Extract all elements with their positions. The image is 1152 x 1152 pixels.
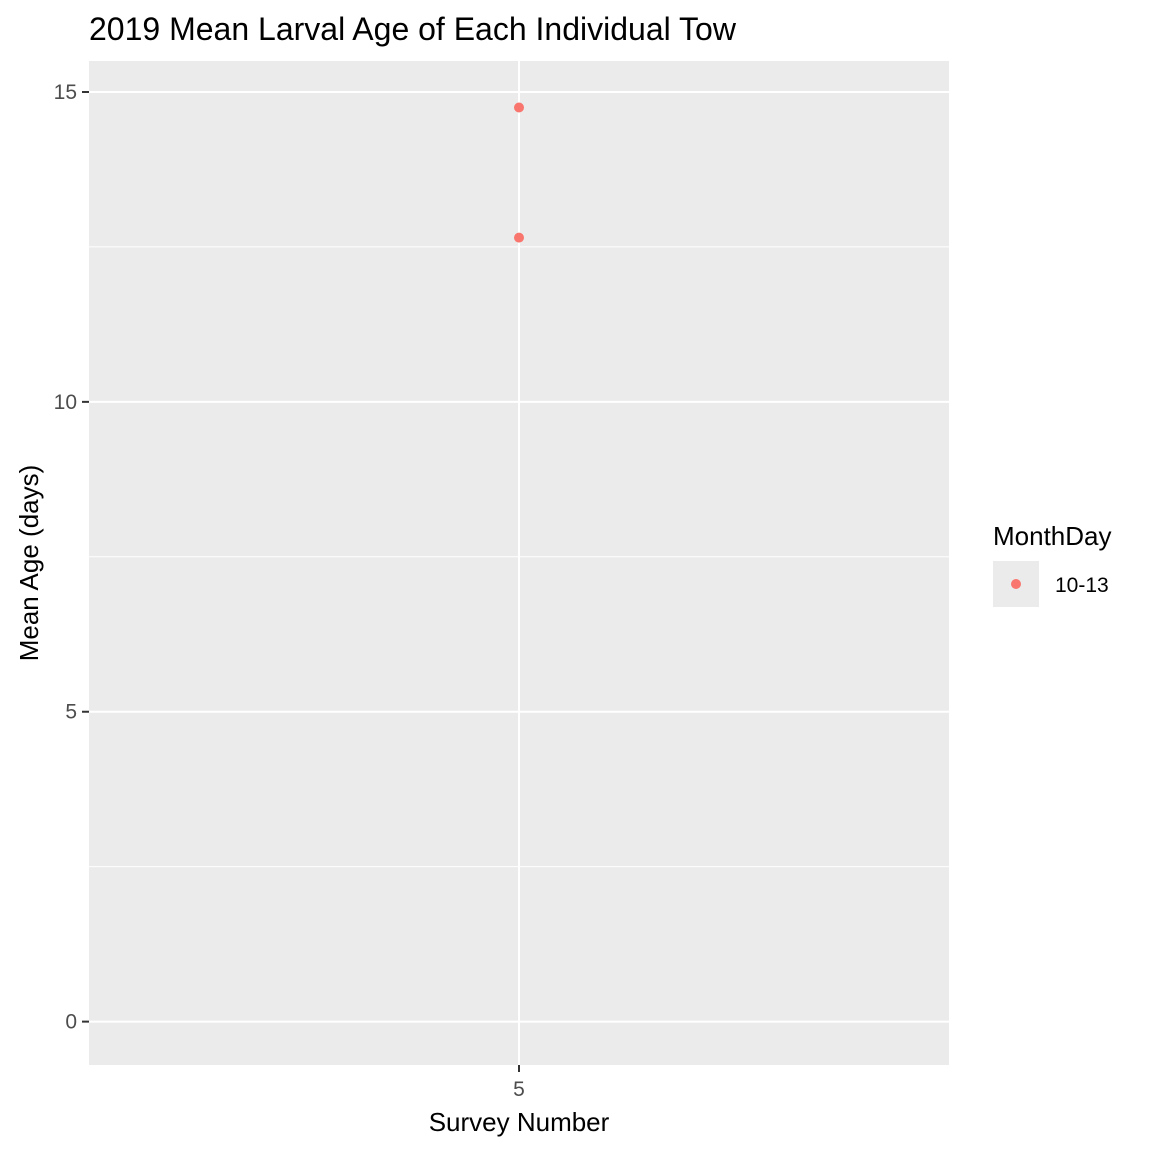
legend-title: MonthDay bbox=[993, 521, 1112, 551]
y-tick-label: 5 bbox=[65, 701, 77, 724]
legend-entries: 10-13 bbox=[993, 561, 1109, 607]
x-axis: 5 bbox=[513, 1065, 525, 1101]
y-tick-label: 10 bbox=[54, 391, 77, 414]
data-point bbox=[514, 102, 524, 113]
y-tick-label: 15 bbox=[54, 81, 77, 104]
x-axis-title: Survey Number bbox=[429, 1107, 610, 1137]
y-tick-label: 0 bbox=[65, 1011, 77, 1034]
y-axis-title: Mean Age (days) bbox=[14, 465, 44, 662]
data-points bbox=[514, 102, 524, 243]
data-point bbox=[514, 232, 524, 243]
legend: MonthDay 10-13 bbox=[993, 521, 1112, 607]
x-tick-label: 5 bbox=[513, 1078, 525, 1101]
legend-key-point bbox=[1011, 579, 1021, 589]
major-gridlines bbox=[89, 61, 949, 1065]
y-axis: 0 5 10 15 bbox=[54, 81, 89, 1034]
chart-title: 2019 Mean Larval Age of Each Individual … bbox=[89, 11, 737, 47]
legend-label: 10-13 bbox=[1055, 574, 1109, 597]
